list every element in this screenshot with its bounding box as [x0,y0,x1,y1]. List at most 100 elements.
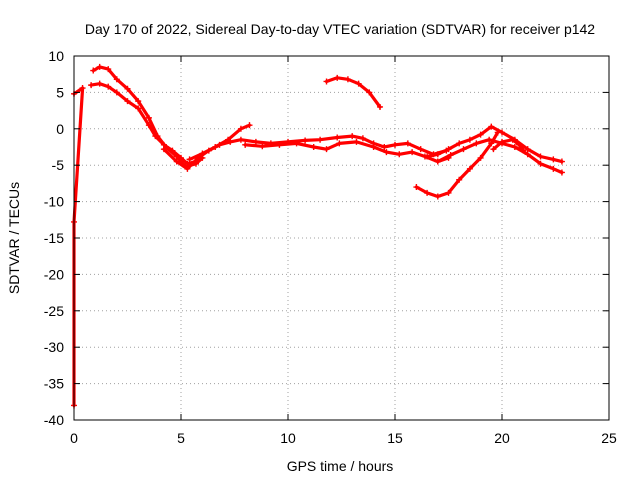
data-point [413,184,420,191]
data-point [173,158,180,165]
series-10 [490,136,527,154]
data-point [447,152,454,159]
data-point [520,147,527,154]
data-point [524,146,531,153]
y-tick-label: -10 [44,194,64,210]
data-point [145,114,152,121]
data-point [246,122,253,129]
y-tick-label: 0 [56,121,64,137]
data-point [516,141,523,148]
data-point [473,140,480,147]
y-tick-label: -5 [52,157,65,173]
data-point [353,138,360,145]
x-tick-label: 10 [280,430,296,446]
data-point [486,136,493,143]
data-point [242,141,249,148]
data-point [334,74,341,81]
data-point [225,136,232,143]
data-point [434,158,441,165]
data-point [460,146,467,153]
data-point [105,66,112,73]
data-point [537,153,544,160]
data-point [456,176,463,183]
data-point [490,146,497,153]
data-point [105,83,112,90]
data-point [524,151,531,158]
data-point [88,82,95,89]
data-point [310,144,317,150]
data-point [186,156,193,163]
data-point [466,136,473,143]
data-point [409,149,416,156]
data-point [336,140,343,147]
data-point [456,140,463,147]
data-point [259,143,266,150]
data-point [79,85,86,92]
y-tick-label: -15 [44,230,64,246]
data-point [550,165,557,172]
y-tick-label: -30 [44,339,64,355]
data-point [173,153,180,160]
data-point [424,189,431,196]
data-point [366,89,373,96]
data-point [124,85,131,92]
data-point [113,89,120,96]
y-tick-labels: 10 5 0 -5 -10 -15 -20 -25 -30 -35 -40 [44,48,64,428]
data-point [349,133,356,140]
data-point [445,146,452,153]
data-point [184,165,191,172]
data-point [359,135,366,142]
data-point [302,137,309,144]
data-point [381,144,388,150]
data-point [199,150,206,157]
data-point [135,98,142,105]
x-tick-label: 25 [601,430,617,446]
data-point [323,78,330,85]
grid-lines [74,56,609,420]
data-point [113,76,120,83]
data-point [377,103,384,110]
series-4 [186,122,253,163]
data-point [344,76,351,83]
data-point [445,189,452,196]
data-point [424,153,431,160]
x-tick-labels: 0 5 10 15 20 25 [70,430,617,446]
data-point [434,193,441,200]
data-point [558,158,565,165]
data-point [477,131,484,138]
data-point [396,151,403,158]
x-tick-label: 0 [70,430,78,446]
data-point [392,141,398,148]
data-point [334,134,341,141]
data-point [96,80,103,87]
data-point [499,129,505,136]
data-point [293,140,300,147]
data-point [252,138,259,145]
data-point [317,136,324,143]
x-tick-label: 20 [494,430,510,446]
data-point [237,136,244,143]
data-point [323,146,330,153]
data-point [537,160,544,167]
data-point [466,165,473,172]
data-point [434,151,441,158]
y-axis-label: SDTVAR / TECUs [6,182,22,294]
y-tick-label: -25 [44,303,64,319]
data-point [124,98,131,105]
data-point [96,63,103,70]
data-point [370,144,377,150]
data-point [499,138,505,145]
data-point [276,141,283,148]
data-point [488,123,495,130]
data-point [237,125,244,132]
y-tick-label: -35 [44,376,64,392]
data-point [509,136,516,143]
data-point [550,156,557,163]
y-tick-label: -20 [44,266,64,282]
axis-ticks [73,55,610,421]
data-point [558,169,565,176]
data-point [154,133,161,140]
data-point [90,67,97,74]
